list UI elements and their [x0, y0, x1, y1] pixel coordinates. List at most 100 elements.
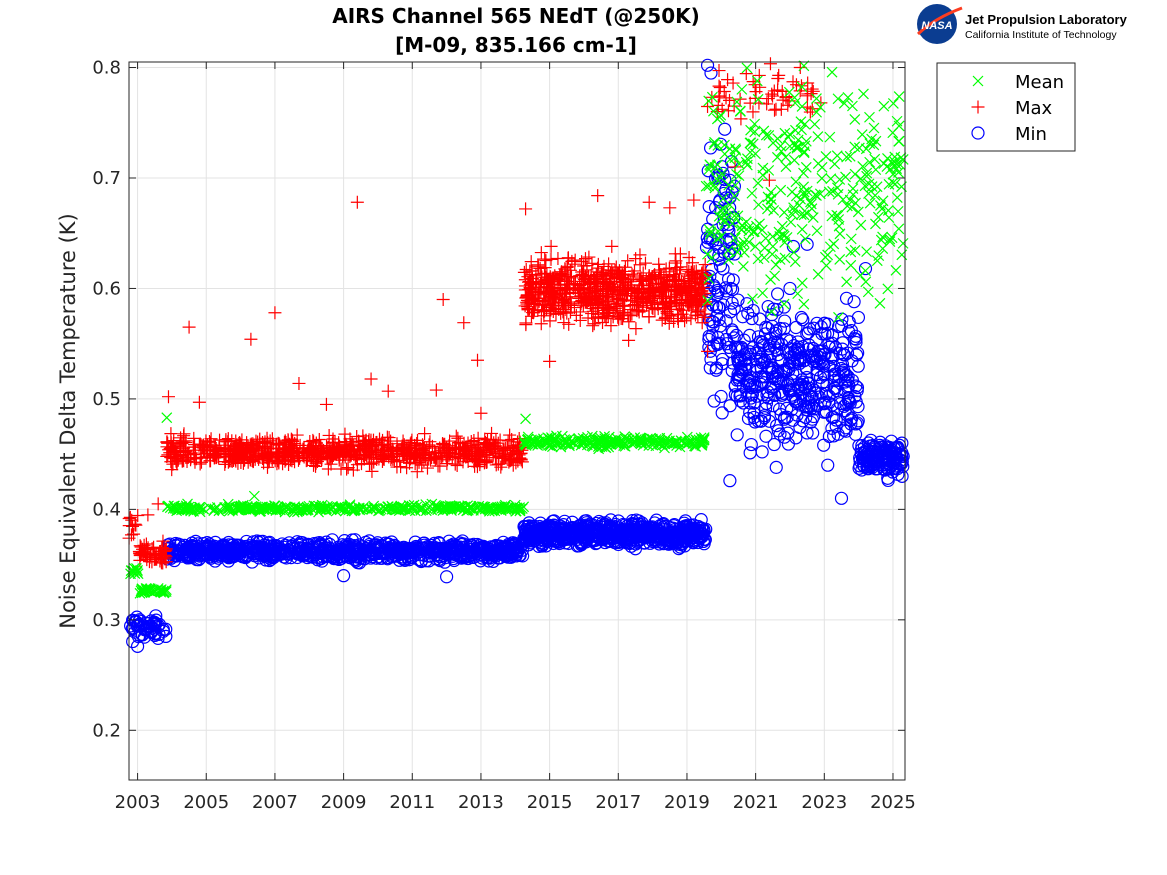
point-min — [126, 634, 140, 649]
point-min — [751, 330, 766, 344]
nasa-badge-text: NASA — [921, 20, 952, 32]
point-min — [715, 406, 729, 420]
point-min — [402, 542, 417, 557]
point-min — [839, 397, 853, 412]
point-min — [726, 273, 740, 287]
point-min — [260, 548, 274, 562]
point-min — [761, 299, 775, 314]
point-min — [575, 521, 589, 535]
point-min — [547, 519, 562, 533]
point-min — [707, 394, 721, 408]
point-min — [604, 531, 618, 546]
point-min — [375, 551, 389, 565]
point-min — [789, 320, 803, 335]
point-min — [743, 396, 757, 410]
point-min — [723, 305, 738, 319]
point-min — [602, 534, 616, 549]
grid — [129, 62, 905, 780]
point-min — [817, 397, 831, 411]
point-min — [149, 613, 163, 627]
point-min — [575, 537, 589, 551]
point-min — [592, 514, 606, 529]
point-min — [827, 410, 841, 425]
point-min — [766, 399, 780, 413]
point-min — [702, 332, 716, 347]
point-min — [822, 429, 836, 444]
point-min — [830, 384, 844, 398]
point-min — [791, 352, 805, 366]
point-min — [394, 543, 408, 558]
point-min — [725, 296, 739, 310]
point-min — [204, 551, 218, 565]
point-min — [798, 399, 812, 413]
point-min — [424, 545, 438, 560]
point-min — [703, 361, 717, 375]
point-min — [711, 285, 725, 299]
point-min — [475, 543, 489, 557]
point-min — [725, 282, 740, 297]
point-min — [246, 535, 260, 549]
point-min — [517, 531, 531, 545]
point-min — [676, 537, 690, 551]
point-min — [781, 426, 795, 440]
point-min — [556, 523, 571, 537]
point-min — [709, 361, 724, 375]
point-min — [491, 546, 505, 560]
point-min — [730, 428, 744, 442]
point-min — [629, 513, 643, 527]
point-min — [724, 281, 738, 296]
point-min — [187, 547, 201, 561]
point-min — [707, 278, 721, 293]
point-min — [156, 622, 170, 637]
point-min — [684, 524, 698, 538]
point-min — [449, 541, 464, 555]
point-min — [448, 547, 462, 562]
point-min — [232, 547, 246, 561]
data-points — [122, 57, 910, 653]
point-min — [705, 315, 719, 329]
point-min — [713, 259, 728, 273]
point-min — [770, 287, 785, 301]
point-min — [849, 395, 863, 409]
point-min — [582, 526, 596, 540]
point-min — [713, 319, 727, 333]
point-min — [603, 527, 618, 542]
point-min — [357, 544, 371, 558]
point-min — [697, 522, 711, 537]
point-min — [508, 540, 523, 555]
point-min — [339, 538, 353, 552]
point-min — [637, 526, 651, 540]
jpl-logo: NASA Jet Propulsion Laboratory Californi… — [916, 4, 1128, 44]
point-min — [728, 388, 742, 402]
point-min — [404, 541, 418, 556]
point-min — [809, 386, 823, 400]
point-min — [489, 549, 503, 563]
point-min — [448, 546, 463, 560]
point-min — [818, 347, 832, 362]
point-min — [703, 269, 717, 283]
point-min — [230, 538, 244, 552]
point-min — [648, 516, 662, 530]
series-min — [124, 58, 910, 653]
point-min — [169, 546, 183, 560]
point-min — [628, 542, 643, 556]
point-min — [740, 297, 754, 311]
point-min — [674, 522, 689, 536]
point-min — [149, 609, 163, 623]
point-min — [322, 545, 336, 559]
point-min — [280, 546, 295, 560]
point-min — [396, 550, 410, 564]
point-min — [201, 541, 215, 555]
point-min — [367, 547, 381, 561]
point-min — [372, 549, 386, 564]
point-min — [381, 551, 395, 565]
chart-subtitle: [M-09, 835.166 cm-1] — [395, 33, 637, 57]
point-min — [848, 389, 862, 404]
point-min — [726, 325, 740, 339]
point-min — [299, 547, 313, 561]
point-min — [473, 541, 487, 556]
point-min — [301, 537, 315, 551]
point-min — [702, 340, 716, 354]
point-min — [561, 530, 575, 544]
point-min — [159, 629, 173, 644]
